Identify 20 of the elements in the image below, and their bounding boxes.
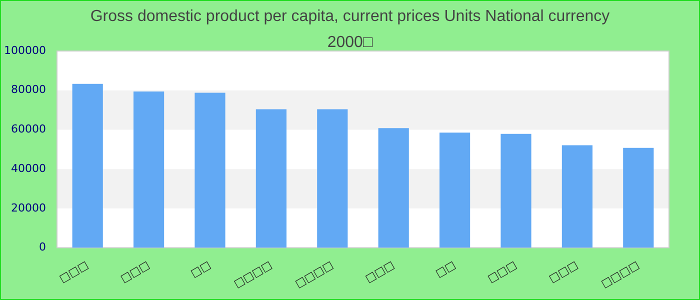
y-tick-label: 40000	[10, 162, 46, 175]
y-tick-label: 80000	[10, 83, 46, 96]
bar	[133, 92, 164, 248]
chart-title: Gross domestic product per capita, current prices Units National currency	[89, 7, 611, 27]
bar	[72, 84, 103, 248]
bar	[562, 145, 592, 248]
bar	[500, 134, 532, 248]
x-tick-label: □□	[433, 258, 458, 280]
bar	[194, 92, 226, 248]
y-tick-label: 20000	[10, 201, 46, 214]
y-tick-label: 60000	[10, 122, 46, 136]
bar	[317, 109, 348, 248]
chart-subtitle: 2000□	[327, 34, 373, 51]
bar	[256, 109, 286, 248]
y-tick-label: 0	[38, 240, 46, 254]
bar	[439, 132, 470, 248]
x-tick-label: □□	[188, 258, 213, 280]
y-tick-label: 100000	[4, 44, 46, 57]
bar	[623, 148, 654, 248]
bar	[378, 128, 409, 248]
